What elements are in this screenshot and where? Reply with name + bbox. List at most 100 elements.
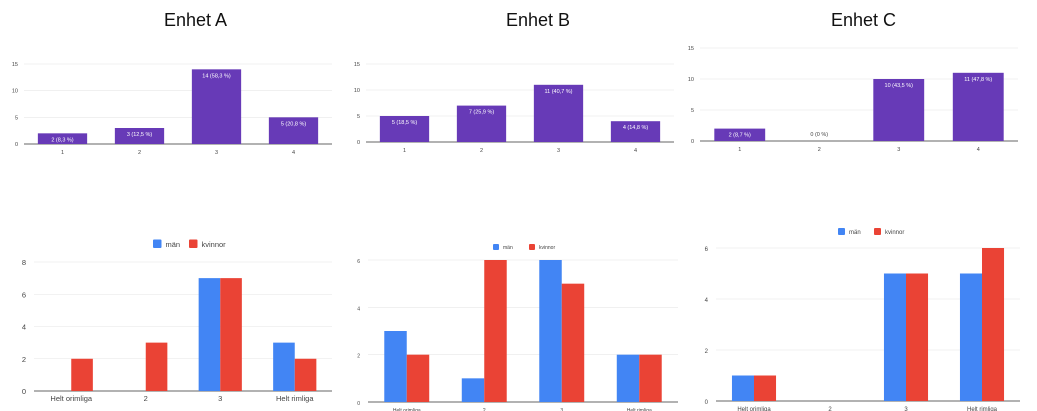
- legend-swatch-women: [189, 239, 198, 248]
- bar: [714, 128, 766, 141]
- x-tick-label: 3: [218, 394, 222, 403]
- y-tick-label: 6: [705, 247, 709, 253]
- y-tick-label: 10: [12, 89, 18, 95]
- bar-men: [731, 375, 754, 401]
- bar: [114, 128, 165, 144]
- chart-enhet-a: 0 5 10 15 2 (8,3 %) 1 3 (12,5 %) 2 14 (58,3 %) 3 5…: [6, 50, 340, 165]
- bar-men: [461, 378, 485, 402]
- x-tick-label: Helt rimliga: [627, 408, 652, 411]
- y-tick-label: 2: [22, 355, 26, 364]
- x-tick-label: 3: [904, 407, 908, 411]
- x-tick-label: Helt orimliga: [50, 394, 93, 403]
- bar-women: [754, 375, 777, 401]
- y-tick-label: 0: [691, 139, 694, 145]
- bar-women: [906, 273, 929, 401]
- x-tick-label: 2: [480, 148, 483, 154]
- bar-men: [959, 273, 982, 401]
- y-tick-label: 15: [12, 62, 18, 68]
- x-tick-label: 2: [144, 394, 148, 403]
- bar-data-label: 5 (20,8 %): [281, 121, 307, 127]
- bar-women: [982, 248, 1005, 401]
- bar-women: [145, 342, 168, 391]
- bar-data-label: 2 (8,3 %): [51, 137, 73, 143]
- bar-data-label: 4 (14,8 %): [623, 125, 649, 131]
- bar: [37, 133, 88, 144]
- legend-label: kvinnor: [539, 245, 555, 251]
- x-tick-label: Helt rimliga: [276, 394, 314, 403]
- x-tick-label: 1: [403, 148, 406, 154]
- bar-women: [406, 354, 430, 402]
- bar: [379, 116, 430, 142]
- bar: [610, 121, 661, 142]
- y-tick-label: 4: [705, 298, 709, 304]
- x-tick-label: 3: [560, 408, 563, 411]
- legend-label: kvinnor: [202, 240, 227, 249]
- bar-data-label: 14 (58,3 %): [202, 73, 231, 79]
- chart-enhet-c: 0 5 10 15 2 (8,7 %) 1 0 (0 %) 2 10 (43,5 %) 3 11 (…: [678, 40, 1028, 155]
- x-tick-label: 1: [61, 150, 64, 156]
- chart-enhet-b: 0 5 10 15 5 (18,5 %) 1 7 (25,9 %) 2 11 (40,7 %) 3…: [348, 50, 682, 165]
- bar: [456, 105, 507, 142]
- chart-gender-enhet-a: 0 2 4 6 8 Helt orimliga 2 3 Helt rimliga män kvinn…: [6, 236, 336, 411]
- y-tick-label: 0: [357, 140, 360, 146]
- legend-label: kvinnor: [885, 230, 904, 236]
- x-tick-label: Helt rimliga: [967, 407, 998, 411]
- bar-data-label: 11 (40,7 %): [544, 89, 572, 95]
- bar-data-label: 3 (12,5 %): [127, 132, 153, 138]
- x-tick-label: 4: [634, 148, 637, 154]
- y-tick-label: 6: [357, 259, 360, 265]
- chart-title-enhet-a: Enhet A: [164, 10, 228, 30]
- legend-swatch-men: [838, 228, 845, 235]
- bar-men: [273, 342, 295, 391]
- bar-women: [561, 283, 585, 402]
- bar: [191, 69, 242, 144]
- x-tick-label: 4: [977, 147, 980, 153]
- y-tick-label: 2: [705, 349, 709, 355]
- y-tick-label: 5: [15, 115, 18, 121]
- bar-men: [883, 273, 906, 401]
- y-tick-label: 8: [22, 258, 26, 267]
- x-tick-label: 2: [818, 147, 821, 153]
- y-tick-label: 6: [22, 290, 26, 299]
- y-tick-label: 15: [354, 62, 360, 68]
- bar-data-label: 11 (47,8 %): [964, 77, 992, 83]
- legend-swatch-men: [153, 239, 162, 248]
- x-tick-label: 3: [215, 150, 218, 156]
- legend-label: män: [849, 230, 861, 236]
- bar-data-label: 2 (8,7 %): [729, 133, 751, 139]
- bar-men: [198, 278, 221, 391]
- bar-men: [384, 331, 407, 402]
- legend-label: män: [503, 245, 513, 251]
- bar-men: [539, 260, 562, 402]
- y-tick-label: 10: [354, 88, 360, 94]
- y-tick-label: 4: [22, 323, 26, 332]
- bar: [533, 84, 584, 142]
- bar-data-label: 10 (43,5 %): [885, 83, 914, 89]
- bar-data-label: 0 (0 %): [810, 132, 828, 138]
- legend-swatch-women: [529, 244, 535, 250]
- x-tick-label: Helt orimliga: [393, 408, 421, 411]
- x-tick-label: 1: [738, 147, 741, 153]
- chart-gender-enhet-b: 0 2 4 6 Helt orimliga 2 3 Helt rimliga män kvinno…: [348, 240, 682, 411]
- y-tick-label: 5: [357, 114, 360, 120]
- bar-women: [220, 278, 242, 391]
- x-tick-label: 3: [897, 147, 900, 153]
- bar: [268, 117, 319, 144]
- bar-data-label: 7 (25,9 %): [469, 110, 495, 116]
- legend-swatch-men: [493, 244, 499, 250]
- y-tick-label: 0: [705, 400, 709, 406]
- y-tick-label: 10: [688, 77, 694, 83]
- chart-gender-enhet-c: 0 2 4 6 Helt orimliga 2 3 Helt rimliga män kvinno…: [690, 226, 1030, 411]
- bar-women: [71, 358, 93, 391]
- y-tick-label: 15: [688, 46, 694, 52]
- x-tick-label: 3: [557, 148, 560, 154]
- bar-women: [484, 260, 507, 402]
- x-tick-label: Helt orimliga: [737, 407, 771, 411]
- chart-title-enhet-b: Enhet B: [506, 10, 571, 30]
- y-tick-label: 5: [691, 108, 694, 114]
- x-tick-label: 2: [483, 408, 486, 411]
- y-tick-label: 2: [357, 354, 360, 360]
- x-tick-label: 2: [138, 150, 141, 156]
- y-tick-label: 0: [15, 142, 18, 148]
- y-tick-label: 4: [357, 306, 360, 312]
